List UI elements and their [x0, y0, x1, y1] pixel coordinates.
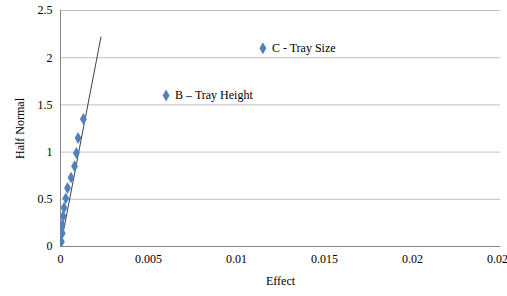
svg-text:0: 0 [58, 252, 64, 266]
svg-text:0.02: 0.02 [402, 252, 423, 266]
svg-text:Half Normal: Half Normal [13, 97, 27, 159]
svg-text:0.015: 0.015 [311, 252, 338, 266]
svg-text:0.5: 0.5 [38, 192, 53, 206]
svg-text:2.5: 2.5 [38, 3, 53, 17]
svg-text:0.01: 0.01 [226, 252, 247, 266]
svg-text:B – Tray Height: B – Tray Height [175, 88, 253, 102]
svg-text:0.005: 0.005 [135, 252, 162, 266]
svg-text:2: 2 [47, 51, 53, 65]
svg-text:C - Tray Size: C - Tray Size [272, 41, 336, 55]
svg-text:Effect: Effect [266, 274, 296, 288]
svg-text:1: 1 [47, 145, 53, 159]
svg-text:1.5: 1.5 [38, 98, 53, 112]
svg-text:0: 0 [47, 239, 53, 253]
svg-text:0.025: 0.025 [487, 252, 507, 266]
